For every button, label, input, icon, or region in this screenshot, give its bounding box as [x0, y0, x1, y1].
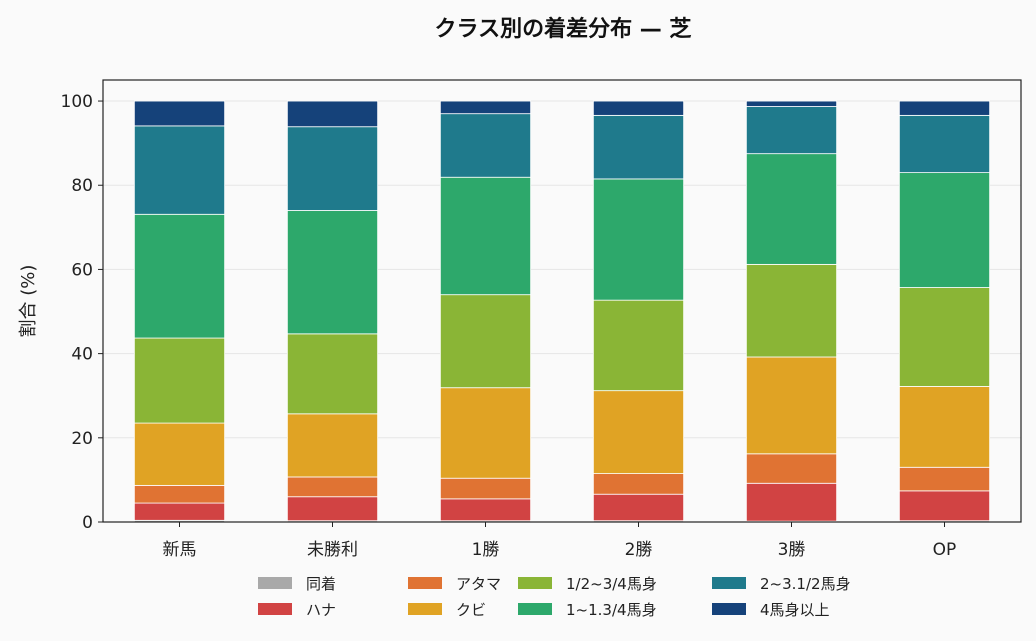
x-tick-label: 未勝利: [307, 540, 358, 560]
bar-segment: [439, 387, 532, 479]
legend-item: 1/2~3/4馬身: [518, 575, 657, 593]
bar-segment: [439, 294, 532, 389]
legend-item: 4馬身以上: [712, 601, 830, 619]
bar-segment: [745, 356, 838, 455]
bar-segment: [286, 496, 379, 522]
bar-segment: [592, 473, 685, 495]
legend-item: ハナ: [258, 601, 336, 619]
legend-label: ハナ: [306, 601, 336, 619]
y-tick-label: 40: [71, 345, 93, 365]
bar-segment: [898, 386, 991, 468]
bar-segment: [745, 106, 838, 155]
bar-segment: [592, 178, 685, 301]
y-tick-label: 100: [61, 92, 93, 112]
legend-swatch: [258, 577, 292, 589]
bar-segment: [133, 484, 226, 504]
legend-swatch: [258, 603, 292, 615]
bar-segment: [592, 299, 685, 392]
y-axis: 0 20 40 60 80 100: [61, 92, 103, 533]
bar-segment: [286, 413, 379, 478]
bar-segment: [592, 100, 685, 116]
bar-segment: [745, 100, 838, 107]
x-tick-label: 3勝: [778, 540, 806, 560]
bar-segment: [592, 493, 685, 522]
legend-item: クビ: [408, 601, 486, 619]
bar-segment: [898, 100, 991, 116]
bar-segment: [439, 498, 532, 522]
legend-label: 4馬身以上: [760, 601, 830, 619]
legend-label: 1/2~3/4馬身: [566, 575, 657, 593]
legend-item: 2~3.1/2馬身: [712, 575, 851, 593]
bar-segment: [898, 466, 991, 492]
legend-swatch: [408, 603, 442, 615]
bar-segment: [439, 113, 532, 178]
bar-segment: [898, 490, 991, 522]
legend-label: 1~1.3/4馬身: [566, 601, 657, 619]
bar-segment: [286, 333, 379, 415]
bar-segment: [286, 126, 379, 211]
bar-segment: [286, 476, 379, 498]
legend-label: 同着: [306, 575, 336, 593]
bar-segment: [592, 390, 685, 474]
bar-segment: [898, 172, 991, 288]
x-tick-label: OP: [933, 540, 957, 560]
bar-segment: [133, 337, 226, 424]
y-axis-label: 割合 (%): [18, 265, 39, 338]
bar-segment: [439, 100, 532, 115]
legend-item: 同着: [258, 575, 336, 593]
bar-segment: [898, 287, 991, 387]
bar-segment: [439, 176, 532, 296]
bar-segment: [745, 263, 838, 358]
plot-background: [103, 80, 1021, 522]
legend-swatch: [518, 577, 552, 589]
legend-swatch: [712, 603, 746, 615]
bar-segment: [439, 477, 532, 500]
bar-segment: [286, 100, 379, 128]
legend-swatch: [518, 603, 552, 615]
legend-label: クビ: [456, 601, 486, 619]
bar-segment: [133, 502, 226, 521]
bar-segment: [133, 422, 226, 486]
y-tick-label: 80: [71, 176, 93, 196]
bar-segment: [286, 210, 379, 335]
bars: [133, 100, 991, 523]
x-tick-label: 1勝: [472, 540, 500, 560]
legend-item: 1~1.3/4馬身: [518, 601, 657, 619]
bar-segment: [745, 153, 838, 265]
x-tick-label: 2勝: [625, 540, 653, 560]
legend-swatch: [408, 577, 442, 589]
bar-segment: [745, 482, 838, 522]
legend-label: アタマ: [456, 575, 501, 593]
plot-frame: [102, 79, 1022, 523]
legend-label: 2~3.1/2馬身: [760, 575, 851, 593]
legend-item: アタマ: [408, 575, 501, 593]
bar-segment: [133, 213, 226, 339]
bar-segment: [133, 125, 226, 215]
x-axis: 新馬 未勝利 1勝 2勝 3勝 OP: [163, 522, 957, 560]
bar-segment: [898, 114, 991, 174]
bar-segment: [592, 114, 685, 180]
y-tick-label: 60: [71, 260, 93, 280]
y-tick-label: 0: [82, 513, 93, 533]
bar-segment: [133, 100, 226, 127]
chart-title: クラス別の着差分布 — 芝: [435, 16, 692, 42]
bar-segment: [745, 453, 838, 484]
x-tick-label: 新馬: [163, 540, 197, 560]
y-tick-label: 20: [71, 429, 93, 449]
legend-swatch: [712, 577, 746, 589]
